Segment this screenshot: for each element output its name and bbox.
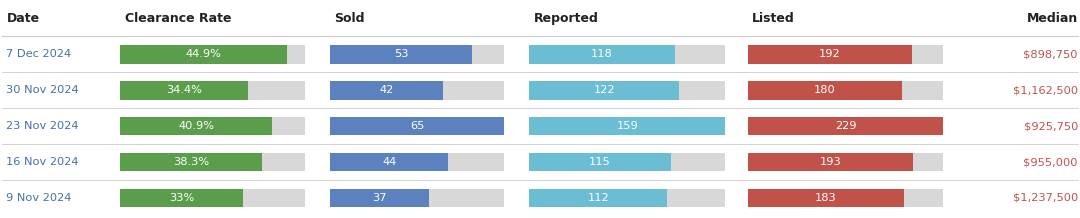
Text: $955,000: $955,000 — [1024, 157, 1078, 167]
Text: 23 Nov 2024: 23 Nov 2024 — [6, 121, 79, 131]
FancyBboxPatch shape — [529, 153, 725, 171]
Text: 122: 122 — [594, 85, 616, 95]
Text: 53: 53 — [394, 49, 408, 59]
Text: 180: 180 — [813, 85, 836, 95]
Text: 229: 229 — [835, 121, 856, 131]
Text: 192: 192 — [819, 49, 840, 59]
Text: 193: 193 — [820, 157, 841, 167]
FancyBboxPatch shape — [330, 153, 504, 171]
Text: Reported: Reported — [534, 12, 598, 25]
Text: 38.3%: 38.3% — [173, 157, 210, 167]
FancyBboxPatch shape — [330, 117, 504, 135]
Text: 30 Nov 2024: 30 Nov 2024 — [6, 85, 79, 95]
Text: 159: 159 — [617, 121, 638, 131]
Text: 112: 112 — [588, 193, 609, 203]
Text: 183: 183 — [815, 193, 837, 203]
FancyBboxPatch shape — [121, 117, 306, 135]
FancyBboxPatch shape — [330, 45, 504, 64]
FancyBboxPatch shape — [747, 189, 904, 207]
FancyBboxPatch shape — [330, 117, 504, 135]
FancyBboxPatch shape — [529, 45, 675, 64]
Text: Sold: Sold — [335, 12, 365, 25]
FancyBboxPatch shape — [529, 117, 725, 135]
FancyBboxPatch shape — [121, 45, 286, 64]
FancyBboxPatch shape — [330, 153, 448, 171]
FancyBboxPatch shape — [747, 81, 944, 100]
FancyBboxPatch shape — [747, 117, 944, 135]
FancyBboxPatch shape — [529, 81, 725, 100]
FancyBboxPatch shape — [529, 189, 725, 207]
FancyBboxPatch shape — [529, 189, 667, 207]
FancyBboxPatch shape — [747, 81, 902, 100]
Text: 33%: 33% — [168, 193, 194, 203]
Text: $898,750: $898,750 — [1024, 49, 1078, 59]
Text: 9 Nov 2024: 9 Nov 2024 — [6, 193, 71, 203]
Text: 40.9%: 40.9% — [178, 121, 214, 131]
FancyBboxPatch shape — [330, 189, 504, 207]
Text: Date: Date — [6, 12, 40, 25]
FancyBboxPatch shape — [121, 153, 306, 171]
FancyBboxPatch shape — [121, 117, 272, 135]
Text: $1,162,500: $1,162,500 — [1013, 85, 1078, 95]
FancyBboxPatch shape — [747, 45, 944, 64]
FancyBboxPatch shape — [330, 81, 504, 100]
Text: Listed: Listed — [752, 12, 795, 25]
FancyBboxPatch shape — [330, 189, 430, 207]
FancyBboxPatch shape — [121, 81, 247, 100]
Text: 37: 37 — [373, 193, 387, 203]
Text: 44.9%: 44.9% — [186, 49, 221, 59]
FancyBboxPatch shape — [529, 153, 671, 171]
Text: 42: 42 — [379, 85, 393, 95]
FancyBboxPatch shape — [121, 189, 243, 207]
FancyBboxPatch shape — [121, 153, 262, 171]
FancyBboxPatch shape — [121, 45, 306, 64]
FancyBboxPatch shape — [529, 117, 725, 135]
FancyBboxPatch shape — [747, 117, 944, 135]
FancyBboxPatch shape — [330, 81, 443, 100]
FancyBboxPatch shape — [747, 153, 913, 171]
FancyBboxPatch shape — [747, 153, 944, 171]
FancyBboxPatch shape — [529, 81, 679, 100]
FancyBboxPatch shape — [121, 81, 306, 100]
Text: 7 Dec 2024: 7 Dec 2024 — [6, 49, 71, 59]
Text: 16 Nov 2024: 16 Nov 2024 — [6, 157, 79, 167]
FancyBboxPatch shape — [747, 189, 944, 207]
Text: $1,237,500: $1,237,500 — [1013, 193, 1078, 203]
Text: 115: 115 — [590, 157, 611, 167]
Text: 44: 44 — [382, 157, 396, 167]
Text: 118: 118 — [591, 49, 612, 59]
FancyBboxPatch shape — [747, 45, 912, 64]
Text: 34.4%: 34.4% — [166, 85, 202, 95]
Text: Clearance Rate: Clearance Rate — [124, 12, 231, 25]
Text: 65: 65 — [410, 121, 424, 131]
FancyBboxPatch shape — [330, 45, 472, 64]
FancyBboxPatch shape — [121, 189, 306, 207]
FancyBboxPatch shape — [529, 45, 725, 64]
Text: Median: Median — [1027, 12, 1078, 25]
Text: $925,750: $925,750 — [1024, 121, 1078, 131]
